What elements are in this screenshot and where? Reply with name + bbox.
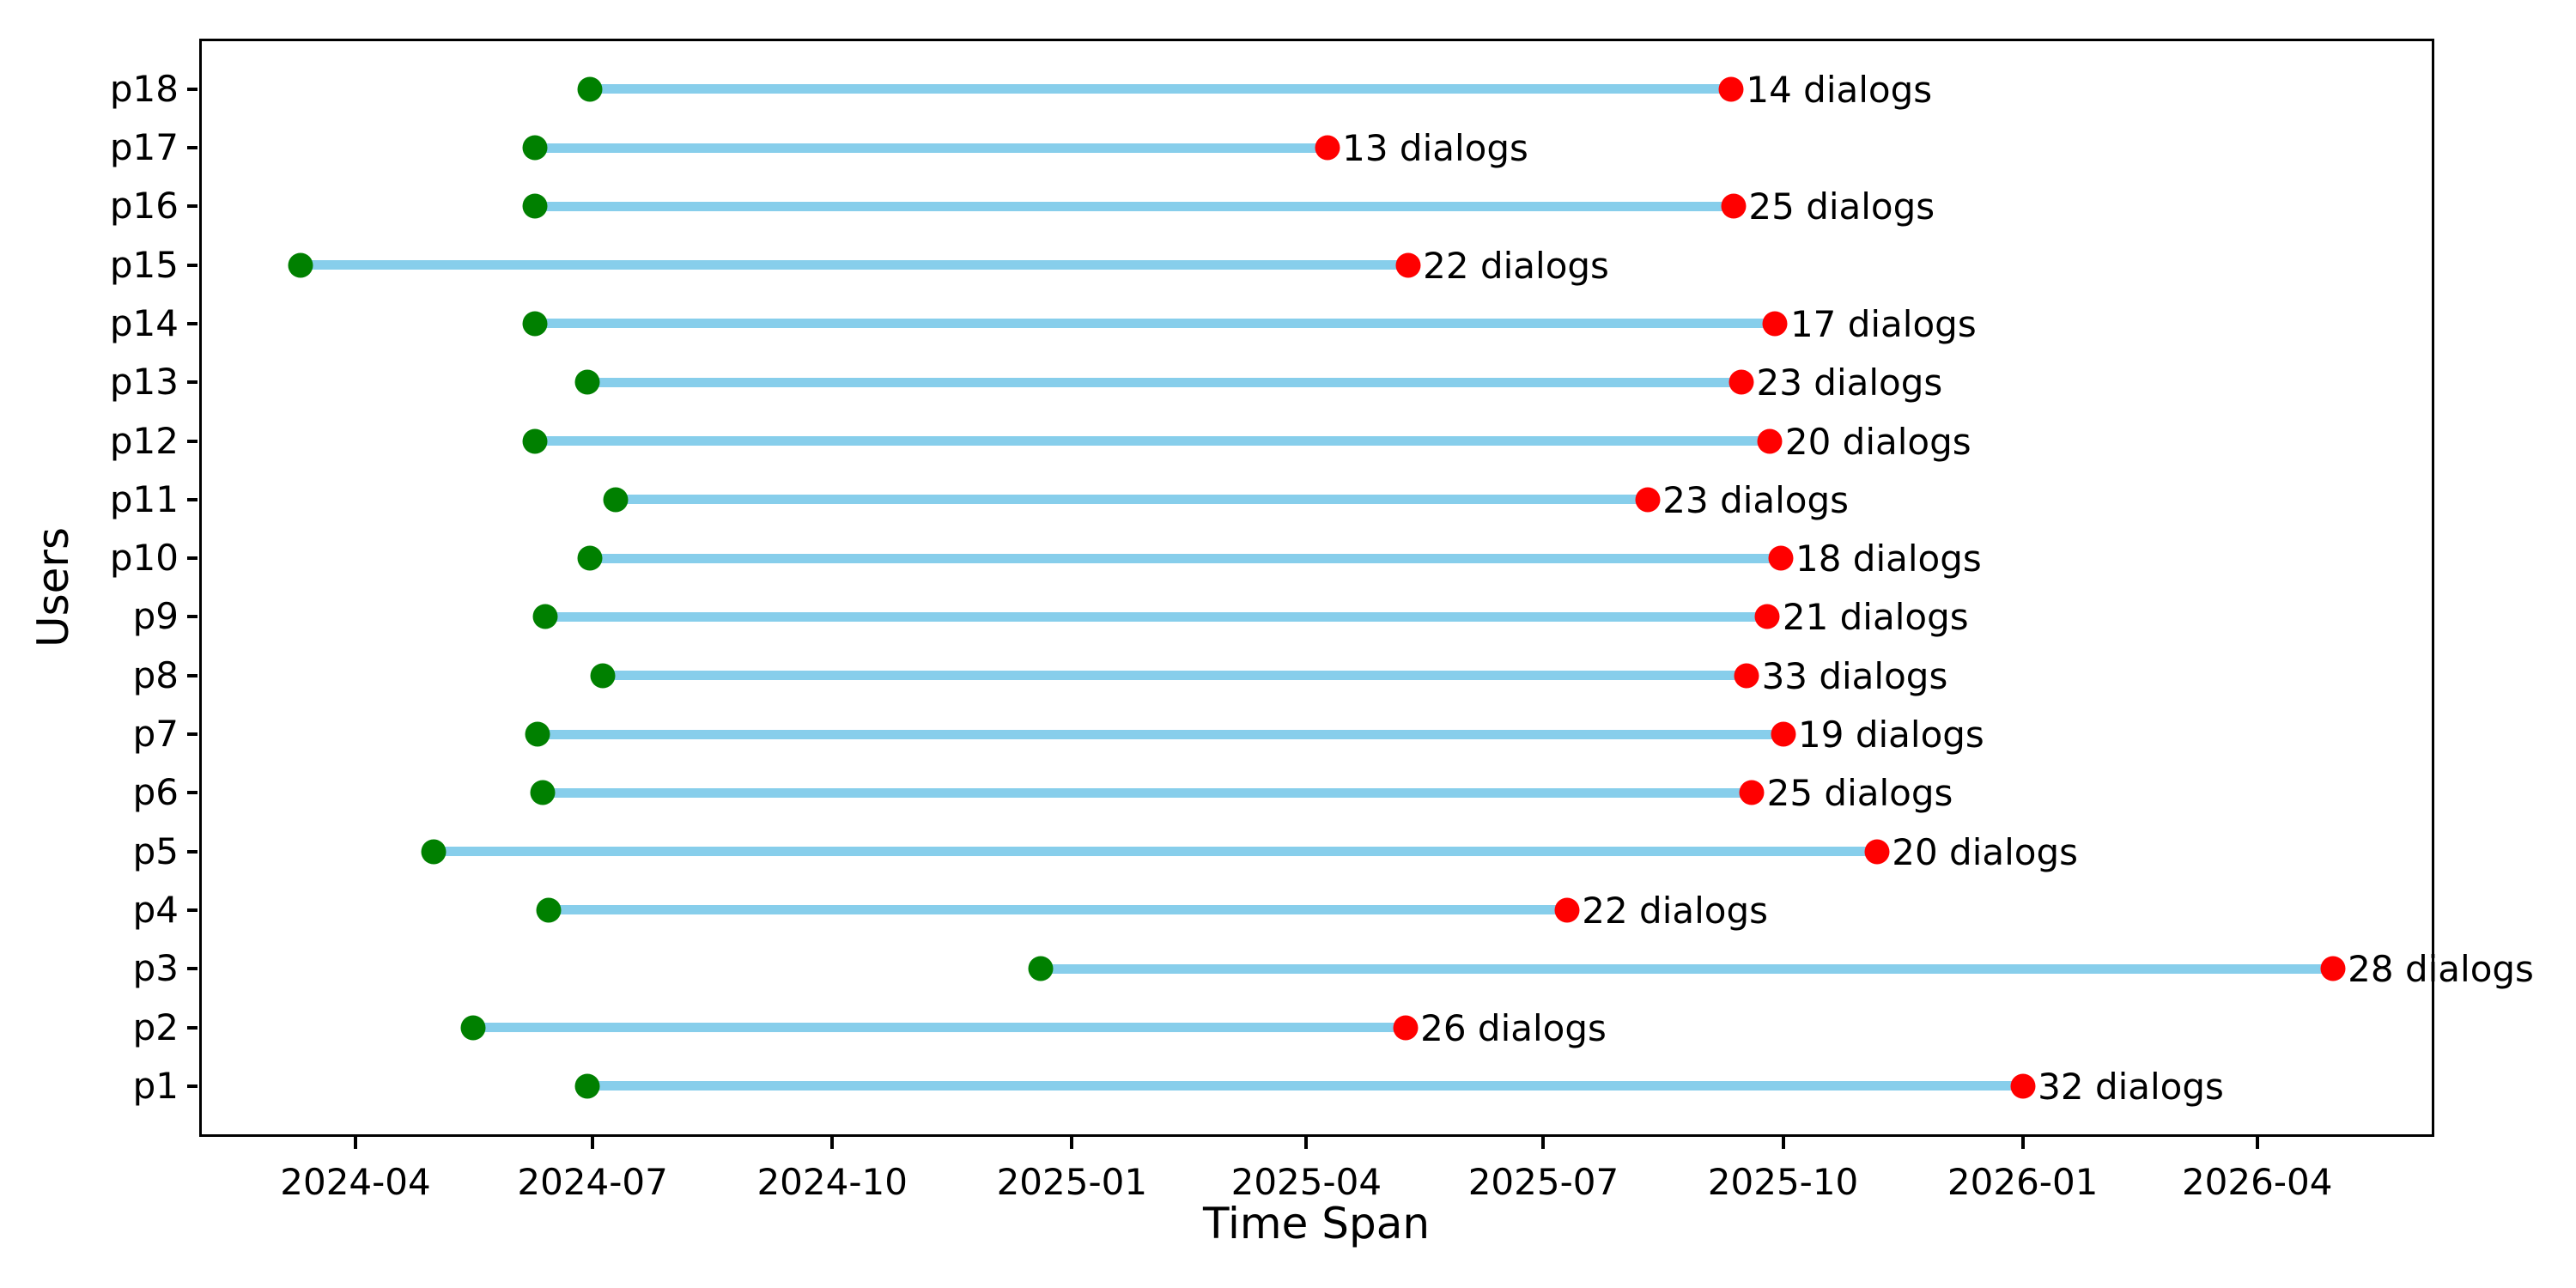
x-axis-tick-label: 2024-04 bbox=[280, 1161, 431, 1203]
y-axis-tick-mark bbox=[187, 146, 197, 149]
y-axis-tick-mark bbox=[187, 439, 197, 443]
y-axis-tick-mark bbox=[187, 556, 197, 561]
y-axis-tick-mark bbox=[187, 204, 197, 209]
y-axis-tick-label: p7 bbox=[132, 713, 179, 755]
x-axis-tick-mark bbox=[2020, 1137, 2025, 1149]
x-axis-tick-mark bbox=[830, 1137, 835, 1149]
y-axis-tick-label: p14 bbox=[109, 301, 179, 344]
y-axis-tick-mark bbox=[187, 967, 197, 971]
y-axis-tick-label: p11 bbox=[109, 477, 179, 520]
x-axis-tick-label: 2026-04 bbox=[2181, 1161, 2333, 1203]
y-axis-tick-mark bbox=[187, 732, 197, 736]
y-axis-tick-label: p4 bbox=[132, 888, 179, 931]
x-axis-tick-label: 2025-01 bbox=[996, 1161, 1148, 1203]
y-axis-title: Users bbox=[28, 526, 78, 648]
x-axis-tick-mark bbox=[1541, 1137, 1546, 1149]
y-axis-tick-label: p2 bbox=[132, 1005, 179, 1048]
y-axis-tick-label: p9 bbox=[132, 595, 179, 638]
y-axis-tick-label: p15 bbox=[109, 243, 179, 286]
y-axis-tick-mark bbox=[187, 908, 197, 912]
y-axis-tick-mark bbox=[187, 87, 197, 91]
x-axis-tick-mark bbox=[1781, 1137, 1785, 1149]
x-axis-tick-label: 2025-10 bbox=[1707, 1161, 1859, 1203]
y-axis-tick-label: p1 bbox=[132, 1064, 179, 1107]
y-axis-tick-mark bbox=[187, 1025, 197, 1030]
y-axis-tick-mark bbox=[187, 1084, 197, 1088]
y-axis-tick-mark bbox=[187, 497, 197, 501]
y-axis-tick-label: p18 bbox=[109, 67, 179, 110]
y-axis-tick-mark bbox=[187, 263, 197, 267]
plot-area bbox=[199, 39, 2434, 1137]
y-axis-tick-mark bbox=[187, 673, 197, 677]
x-axis-tick-mark bbox=[1304, 1137, 1309, 1149]
y-axis-tick-mark bbox=[187, 791, 197, 795]
x-axis-tick-label: 2024-07 bbox=[517, 1161, 668, 1203]
y-axis-tick-label: p6 bbox=[132, 771, 179, 814]
y-axis-tick-label: p3 bbox=[132, 947, 179, 990]
x-axis-tick-label: 2024-10 bbox=[756, 1161, 908, 1203]
y-axis-tick-label: p5 bbox=[132, 829, 179, 872]
y-axis-tick-mark bbox=[187, 321, 197, 325]
x-axis-title: Time Span bbox=[1202, 1199, 1431, 1249]
y-axis-tick-label: p13 bbox=[109, 361, 179, 404]
x-axis-tick-label: 2026-01 bbox=[1947, 1161, 2099, 1203]
y-axis-tick-mark bbox=[187, 615, 197, 619]
y-axis-tick-label: p12 bbox=[109, 419, 179, 462]
x-axis-tick-mark bbox=[591, 1137, 595, 1149]
x-axis-tick-label: 2025-04 bbox=[1230, 1161, 1382, 1203]
x-axis-tick-mark bbox=[354, 1137, 358, 1149]
x-axis-tick-mark bbox=[1070, 1137, 1074, 1149]
y-axis-tick-mark bbox=[187, 380, 197, 385]
x-axis-tick-label: 2025-07 bbox=[1467, 1161, 1619, 1203]
y-axis-tick-label: p16 bbox=[109, 185, 179, 228]
y-axis-tick-label: p17 bbox=[109, 126, 179, 168]
x-axis-tick-mark bbox=[2255, 1137, 2259, 1149]
y-axis-tick-label: p8 bbox=[132, 653, 179, 696]
y-axis-tick-mark bbox=[187, 849, 197, 854]
y-axis-tick-label: p10 bbox=[109, 537, 179, 580]
